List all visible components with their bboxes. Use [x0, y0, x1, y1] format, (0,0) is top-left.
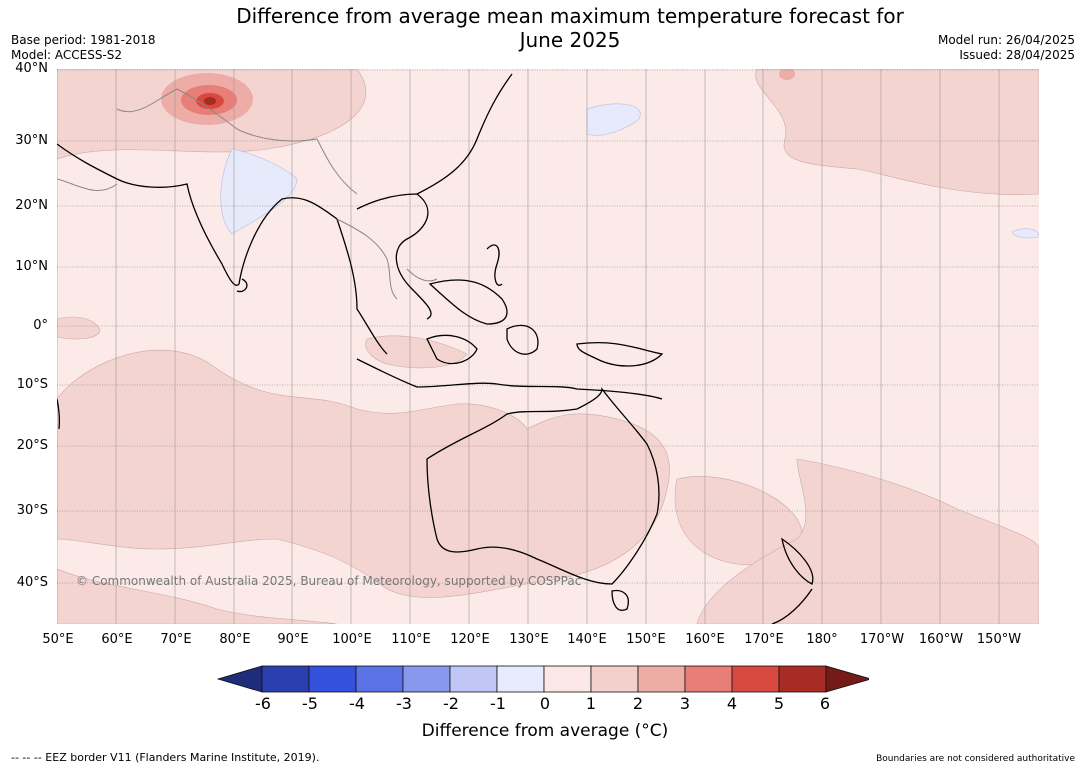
colorbar-cell [731, 665, 780, 693]
colorbar-tick: -2 [443, 694, 459, 713]
colorbar-cell [261, 665, 310, 693]
colorbar-tick: 4 [726, 694, 738, 713]
boundary-disclaimer: Boundaries are not considered authoritat… [876, 754, 1075, 764]
lon-label: 180° [806, 632, 838, 647]
issued-date: Issued: 28/04/2025 [959, 48, 1075, 62]
lat-label: 30°N [15, 133, 48, 148]
colorbar-cell [543, 665, 592, 693]
meta-left: Base period: 1981-2018 Model: ACCESS-S2 [11, 33, 156, 63]
model-name: Model: ACCESS-S2 [11, 48, 123, 62]
colorbar-cell [449, 665, 498, 693]
lat-label: 20°N [15, 198, 48, 213]
lon-label: 110°E [391, 632, 431, 647]
lon-label: 50°E [42, 632, 74, 647]
lon-label: 90°E [277, 632, 309, 647]
map-title: Difference from average mean maximum tem… [170, 4, 970, 52]
model-run: Model run: 26/04/2025 [937, 33, 1075, 47]
colorbar-tick: -1 [490, 694, 506, 713]
lon-label: 150°W [976, 632, 1022, 647]
lon-label: 140°E [567, 632, 607, 647]
lon-label: 170°E [744, 632, 784, 647]
colorbar-cell [402, 665, 451, 693]
latitude-gridlines [57, 69, 1039, 584]
lon-label: 130°E [509, 632, 549, 647]
colorbar [217, 665, 869, 693]
anomaly-1-2-areas [57, 69, 1039, 624]
meta-right: Model run: 26/04/2025 Issued: 28/04/2025 [938, 33, 1075, 63]
lon-label: 60°E [101, 632, 133, 647]
anomaly-cool-areas [220, 103, 1039, 239]
colorbar-cell [637, 665, 686, 693]
lat-label: 40°S [16, 575, 48, 590]
colorbar-label: Difference from average (°C) [421, 721, 669, 741]
colorbar-cell [684, 665, 733, 693]
colorbar-extend-high [825, 665, 869, 693]
colorbar-extend-low [217, 665, 263, 693]
colorbar-tick: -3 [396, 694, 412, 713]
colorbar-tick: 5 [773, 694, 785, 713]
colorbar-tick: 1 [585, 694, 597, 713]
lon-label: 70°E [160, 632, 192, 647]
lat-label: 10°S [16, 377, 48, 392]
lon-label: 160°W [918, 632, 964, 647]
colorbar-tick: 6 [819, 694, 831, 713]
lon-label: 80°E [219, 632, 251, 647]
eez-border-note: -- -- -- EEZ border V11 (Flanders Marine… [11, 751, 320, 764]
base-period: Base period: 1981-2018 [11, 33, 156, 47]
lat-label: 10°N [15, 259, 48, 274]
lat-label: 40°N [15, 61, 48, 76]
colorbar-cell [355, 665, 404, 693]
lon-label: 170°W [859, 632, 905, 647]
copyright-notice: © Commonwealth of Australia 2025, Bureau… [76, 574, 582, 588]
colorbar-tick: -6 [255, 694, 271, 713]
colorbar-cell [590, 665, 639, 693]
lon-label: 150°E [626, 632, 666, 647]
lat-label: 0° [33, 318, 48, 333]
colorbar-cell [308, 665, 357, 693]
lat-label: 30°S [16, 503, 48, 518]
colorbar-cell [778, 665, 827, 693]
longitude-gridlines [57, 69, 1000, 624]
title-line-1: Difference from average mean maximum tem… [236, 4, 904, 28]
colorbar-cell [496, 665, 545, 693]
colorbar-tick: -5 [302, 694, 318, 713]
title-line-2: June 2025 [519, 28, 621, 52]
colorbar-tick: 2 [632, 694, 644, 713]
map-panel [57, 69, 1039, 624]
anomaly-hotspot [161, 69, 795, 125]
colorbar-tick: 3 [679, 694, 691, 713]
colorbar-tick: 0 [539, 694, 551, 713]
lat-label: 20°S [16, 438, 48, 453]
coastlines [57, 73, 814, 624]
country-borders [57, 88, 438, 300]
colorbar-tick: -4 [349, 694, 365, 713]
lon-label: 120°E [450, 632, 490, 647]
map-canvas [57, 69, 1039, 624]
lon-label: 100°E [332, 632, 372, 647]
lon-label: 160°E [685, 632, 725, 647]
